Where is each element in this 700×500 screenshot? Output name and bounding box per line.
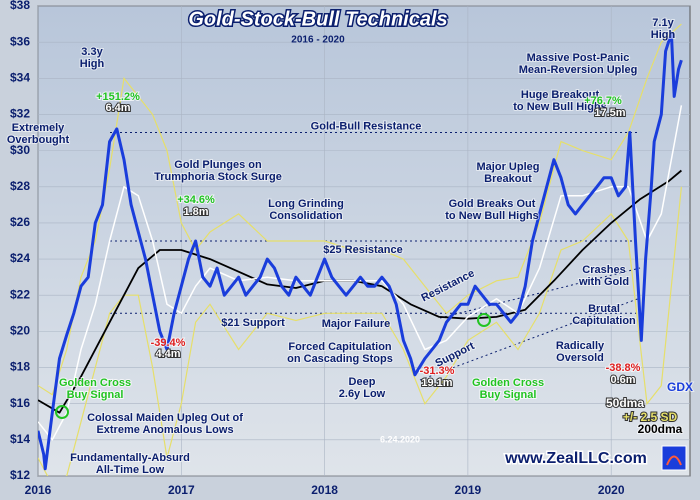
y-tick-label: $16 [10,396,30,410]
annotation: Colossal Maiden Upleg Out of [87,412,243,424]
annotation: Oversold [556,352,604,364]
annotation: -38.8% [606,362,641,374]
reference-label: $21 Support [221,317,285,329]
annotation: Gold Breaks Out [449,198,536,210]
annotation: -31.3% [420,365,455,377]
legend-entry: 200dma [638,422,683,436]
annotation: Buy Signal [67,389,124,401]
annotation: Major Failure [322,318,390,330]
y-tick-label: $14 [10,432,30,446]
annotation: Long Grinding [268,198,344,210]
y-tick-label: $20 [10,324,30,338]
y-tick-label: $24 [10,251,30,265]
annotation: High [651,29,676,41]
annotation: Breakout [484,173,532,185]
y-tick-label: $38 [10,0,30,12]
plot [38,23,683,476]
annotation: Overbought [7,134,70,146]
y-tick-label: $36 [10,34,30,48]
annotation: with Gold [578,276,629,288]
x-tick-label: 2016 [25,483,52,497]
x-tick-label: 2019 [455,483,482,497]
annotation: Trumphoria Stock Surge [154,171,282,183]
annotation: Gold Plunges on [174,159,262,171]
annotation: Radically [556,340,605,352]
series-line [38,105,683,441]
website: www.ZealLLC.com [504,450,647,467]
annotation: -39.4% [151,337,186,349]
annotation: Major Upleg [477,161,540,173]
annotation: 17.5m [594,107,625,119]
band-upper [38,23,682,396]
logo-mark [666,455,682,466]
marker-circle [477,313,491,327]
annotation: High [80,58,105,70]
y-tick-label: $34 [10,70,30,84]
annotation: Mean-Reversion Upleg [519,64,638,76]
annotation: Crashes [582,264,625,276]
marker-circle [55,405,69,419]
annotation: 7.1y [652,17,674,29]
annotation: Brutal [588,303,620,315]
annotation: 2.6y Low [339,388,386,400]
annotation: +34.6% [177,194,215,206]
legend-entry: 50dma [606,396,644,410]
y-tick-label: $12 [10,468,30,482]
annotation: Capitulation [572,315,636,327]
y-tick-label: $30 [10,143,30,157]
band-lower [38,186,682,476]
series-line [38,31,683,471]
y-tick-label: $18 [10,360,30,374]
overlay: $12 $14 $16 $18 $20 $22 $24 $26 $28 $30 $32 $34 $36 $… [6,0,694,497]
annotation: Forced Capitulation [288,341,392,353]
reference-label: Gold-Bull Resistance [311,120,422,132]
legend-entry: GDX [667,380,693,394]
annotation: +76.7% [584,95,622,107]
legend-entry: +/- 2.5 SD [623,410,678,424]
date-label: 6.24.2020 [380,434,420,444]
y-tick-label: $22 [10,287,30,301]
annotation: Huge Breakout [521,89,600,101]
annotation: Extremely [12,122,65,134]
annotation: 1.8m [183,206,208,218]
annotation: Consolidation [269,210,343,222]
annotation: to New Bull Highs [445,210,539,222]
annotation: 3.3y [81,46,103,58]
annotation: Extreme Anomalous Lows [96,424,233,436]
x-tick-label: 2017 [168,483,195,497]
annotation: Deep [349,376,376,388]
annotation: Buy Signal [480,389,537,401]
annotation: Golden Cross [59,377,131,389]
annotation: on Cascading Stops [287,353,393,365]
annotation: Massive Post-Panic [527,52,630,64]
annotation: 4.4m [155,348,180,360]
chart-subtitle: 2016 - 2020 [291,35,345,46]
logo [661,445,687,471]
chart-title: Gold-Stock-Bull Technicals [188,8,447,30]
annotation: 19.1m [421,377,452,389]
annotation: 0.6m [610,374,635,386]
annotation: 6.4m [105,102,130,114]
reference-label: $25 Resistance [323,244,403,256]
annotation: Fundamentally-Absurd [70,452,190,464]
trend-line [419,297,641,381]
y-tick-label: $32 [10,107,30,121]
x-tick-label: 2020 [598,483,625,497]
annotation: +151.2% [96,91,140,103]
annotation: All-Time Low [96,464,165,476]
annotation: Golden Cross [472,377,544,389]
y-tick-label: $26 [10,215,30,229]
x-tick-label: 2018 [311,483,338,497]
trend-line [439,267,641,319]
annotation: to New Bull Highs [513,101,607,113]
y-tick-label: $28 [10,179,30,193]
